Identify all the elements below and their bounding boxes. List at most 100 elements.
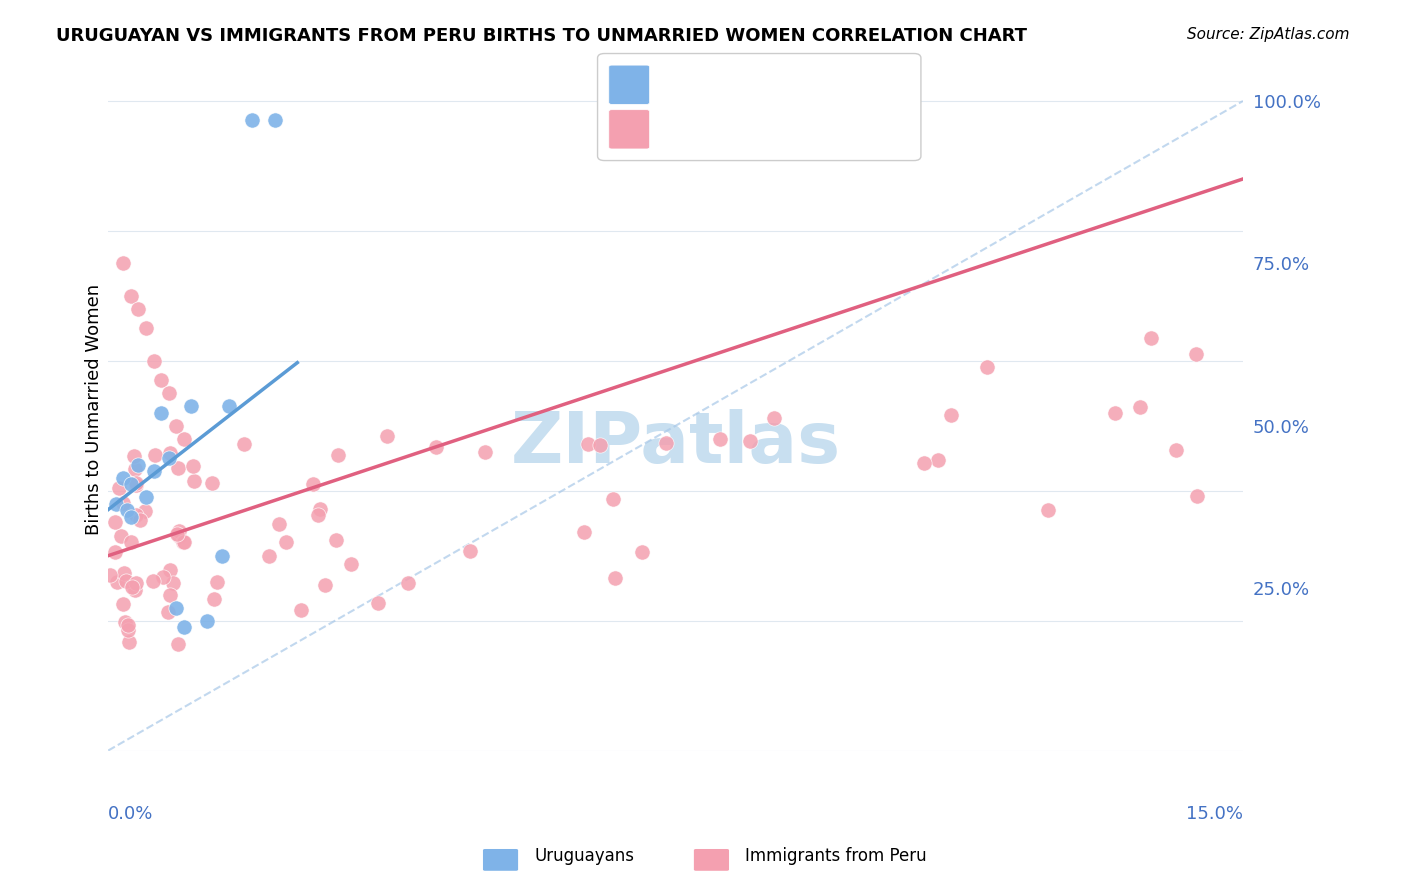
Point [117,618,139,632]
Point [762,411,785,425]
Point [118,635,141,649]
Point [122,449,145,463]
Point [124,476,146,491]
Point [218,399,240,413]
Point [173,432,195,446]
Point [326,448,349,462]
Point [325,533,347,548]
Point [124,583,146,598]
Point [576,437,599,451]
Point [290,603,312,617]
Point [125,575,148,590]
Point [927,453,949,467]
Text: Uruguayans: Uruguayans [534,847,634,865]
Point [269,517,291,532]
Point [173,620,195,634]
Point [233,437,256,451]
Point [167,529,190,543]
Point [263,113,285,128]
Point [117,623,139,637]
Point [1185,489,1208,503]
Point [200,475,222,490]
Point [173,535,195,549]
Point [135,490,157,504]
Point [339,557,361,571]
Point [709,432,731,446]
Point [115,503,138,517]
Point [150,373,173,387]
Point [167,524,190,539]
Point [939,408,962,422]
Point [314,578,336,592]
Point [211,549,233,563]
Point [202,592,225,607]
Point [127,301,149,316]
Point [738,434,761,448]
Point [167,460,190,475]
Point [142,464,165,478]
Point [1104,406,1126,420]
Point [104,497,127,511]
Point [125,508,148,522]
Point [110,529,132,543]
Point [396,576,419,591]
Point [108,481,131,495]
Point [120,477,142,491]
Point [240,113,263,128]
Point [165,418,187,433]
Point [121,580,143,594]
Y-axis label: Births to Unmarried Women: Births to Unmarried Women [86,284,103,535]
Text: R = 0.476   N = 84: R = 0.476 N = 84 [661,120,831,138]
Text: 15.0%: 15.0% [1187,805,1243,823]
Point [302,477,325,491]
Point [112,566,135,581]
Point [1185,347,1208,361]
Point [631,545,654,559]
Point [1129,400,1152,414]
Point [124,462,146,476]
Point [183,474,205,488]
Point [112,471,135,485]
Point [143,449,166,463]
Text: URUGUAYAN VS IMMIGRANTS FROM PERU BIRTHS TO UNMARRIED WOMEN CORRELATION CHART: URUGUAYAN VS IMMIGRANTS FROM PERU BIRTHS… [56,27,1028,45]
Point [602,491,624,506]
Point [124,477,146,491]
Point [105,575,128,590]
Point [367,596,389,610]
Point [157,451,180,466]
Text: 0.0%: 0.0% [108,805,153,823]
Point [112,597,135,611]
Point [425,441,447,455]
Point [603,571,626,585]
Point [104,516,127,530]
Point [159,445,181,459]
Point [135,321,157,335]
Point [120,289,142,303]
Point [100,568,122,582]
Point [181,459,204,474]
Text: Source: ZipAtlas.com: Source: ZipAtlas.com [1187,27,1350,42]
Point [207,575,229,590]
Point [114,615,136,629]
Point [458,543,481,558]
Point [1139,331,1161,345]
Point [912,456,935,470]
Point [120,535,142,549]
Point [180,399,202,413]
Point [104,545,127,559]
Point [309,501,332,516]
Text: R = 0.247   N = 18: R = 0.247 N = 18 [661,75,831,93]
Point [157,605,180,619]
Point [115,574,138,589]
Point [257,549,280,563]
Point [152,570,174,584]
Point [120,509,142,524]
Point [142,353,165,368]
Point [474,445,496,459]
Point [162,576,184,591]
Point [589,438,612,452]
Point [654,436,676,450]
Point [307,508,329,523]
Point [159,588,181,602]
Point [195,614,218,628]
